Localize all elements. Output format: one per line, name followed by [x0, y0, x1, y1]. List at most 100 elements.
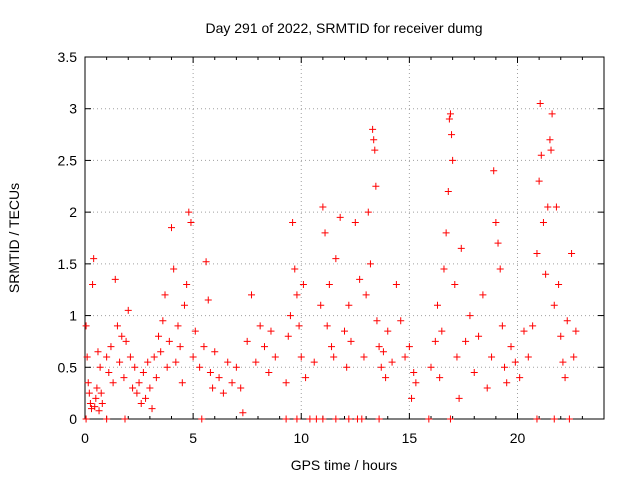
data-point [325, 281, 333, 289]
data-point [565, 415, 573, 423]
data-point [191, 327, 199, 335]
data-point [369, 125, 377, 133]
data-point [448, 131, 456, 139]
data-point [446, 110, 454, 118]
data-point [237, 384, 245, 392]
data-point [550, 301, 558, 309]
data-point [388, 358, 396, 366]
data-point [516, 374, 524, 382]
axis-ticks [84, 56, 604, 420]
data-point [131, 363, 139, 371]
data-point [536, 100, 544, 108]
data-point [373, 317, 381, 325]
data-point [362, 291, 370, 299]
data-point [85, 389, 93, 397]
data-point [129, 384, 137, 392]
data-point [475, 332, 483, 340]
data-point [302, 374, 310, 382]
data-point [557, 332, 565, 340]
data-point [82, 415, 90, 423]
data-point [120, 374, 128, 382]
data-point [377, 363, 385, 371]
data-point [92, 394, 100, 402]
data-point [360, 353, 368, 361]
data-point [520, 327, 528, 335]
data-point [291, 265, 299, 273]
data-point [433, 301, 441, 309]
chart-title: Day 291 of 2022, SRMTID for receiver dum… [205, 20, 482, 36]
data-point [405, 343, 413, 351]
data-point [343, 363, 351, 371]
data-point [479, 291, 487, 299]
data-point [90, 255, 98, 263]
data-point [455, 394, 463, 402]
y-axis-label: SRMTID / TECUs [6, 183, 22, 293]
y-tick-label-7: 3.5 [58, 49, 78, 65]
data-point [364, 208, 372, 216]
data-point [103, 353, 111, 361]
data-point [148, 405, 156, 413]
data-point [180, 301, 188, 309]
data-point [412, 379, 420, 387]
data-point [196, 363, 204, 371]
data-point [293, 415, 301, 423]
data-point [453, 353, 461, 361]
data-point [299, 281, 307, 289]
x-tick-label-3: 15 [402, 430, 418, 446]
data-point [382, 374, 390, 382]
data-point [436, 374, 444, 382]
data-point [142, 394, 150, 402]
data-point [284, 332, 292, 340]
data-point [174, 322, 182, 330]
data-point [375, 415, 383, 423]
data-point [371, 146, 379, 154]
data-point [282, 379, 290, 387]
data-point [488, 353, 496, 361]
data-point [183, 281, 191, 289]
data-point [559, 358, 567, 366]
x-axis-label: GPS time / hours [291, 457, 398, 473]
data-point [243, 337, 251, 345]
data-point [370, 136, 378, 144]
data-point [533, 415, 541, 423]
data-point [524, 353, 532, 361]
data-point [265, 368, 273, 376]
data-point [168, 224, 175, 232]
data-point [492, 218, 500, 226]
data-point [451, 281, 459, 289]
data-point [93, 384, 101, 392]
data-point [332, 415, 340, 423]
data-point [306, 415, 314, 423]
data-point [533, 250, 541, 258]
data-point [444, 187, 452, 195]
data-point [563, 317, 571, 325]
data-point [121, 415, 129, 423]
data-point [157, 348, 165, 356]
data-point [490, 167, 498, 175]
x-tick-label-0: 0 [81, 430, 89, 446]
data-point [91, 403, 99, 411]
data-point [401, 353, 409, 361]
data-point [483, 384, 491, 392]
data-point [163, 363, 171, 371]
data-point [442, 229, 450, 237]
data-point [82, 322, 90, 330]
data-point [511, 358, 519, 366]
data-point [321, 229, 329, 237]
data-point [537, 151, 545, 159]
data-point [107, 343, 115, 351]
data-point [96, 363, 104, 371]
data-point [336, 213, 344, 221]
data-point [356, 275, 364, 283]
data-point [470, 368, 478, 376]
data-point [137, 399, 145, 407]
data-point [113, 322, 121, 330]
data-point [457, 244, 465, 252]
data-point [118, 332, 126, 340]
data-point [172, 358, 180, 366]
data-point [219, 389, 227, 397]
data-point [547, 146, 555, 154]
data-point [206, 368, 214, 376]
data-point [332, 255, 340, 263]
data-point [239, 409, 247, 417]
